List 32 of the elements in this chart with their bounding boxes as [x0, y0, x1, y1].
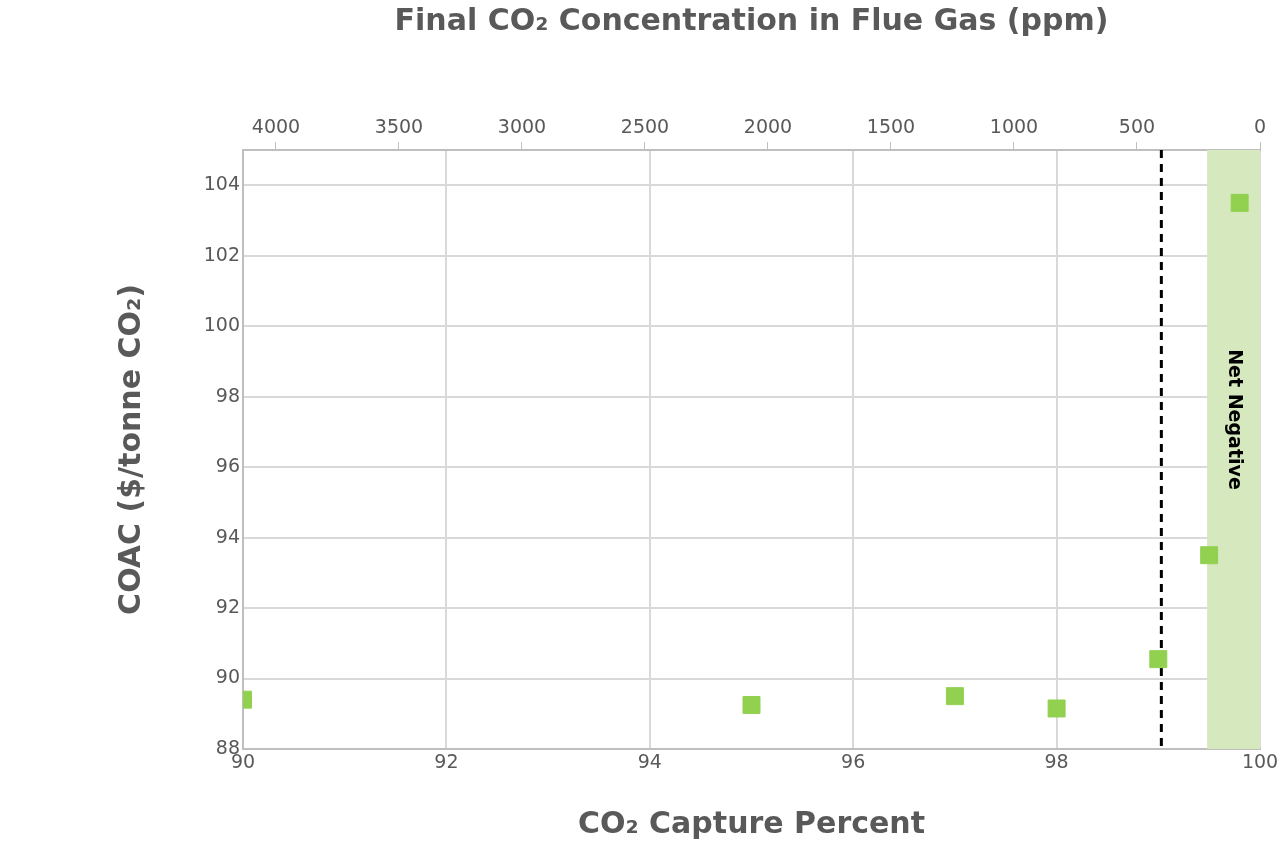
y-axis-title: COAC ($/tonne CO₂): [111, 284, 147, 615]
point: [742, 695, 761, 714]
y-tick-label: 102: [203, 242, 240, 265]
x2-tick-label: 2000: [743, 114, 793, 137]
point: [1230, 193, 1249, 212]
x2-tick-label: 3000: [497, 114, 547, 137]
y-tick-label: 96: [215, 454, 240, 477]
x2-tick-label: 3500: [374, 114, 424, 137]
point: [1200, 546, 1219, 565]
x-tick-label: 92: [434, 750, 459, 773]
y-tick-label: 90: [215, 665, 240, 688]
x2-tick-label: 4000: [251, 114, 301, 137]
x-tick-label: 98: [1044, 750, 1069, 773]
x2-axis-title: Final CO₂ Concentration in Flue Gas (ppm): [394, 1, 1109, 37]
y-tick-label: 94: [215, 524, 240, 547]
band-label: Net Negative: [1224, 349, 1247, 490]
y-tick-label: 100: [203, 313, 240, 336]
x-tick-label: 100: [1241, 750, 1279, 773]
x2-tick-label: 1000: [989, 114, 1039, 137]
x-tick-label: 96: [841, 750, 866, 773]
x-tick-label: 94: [637, 750, 662, 773]
x2-tick-label: 500: [1118, 114, 1156, 137]
y-tick-label: 98: [215, 383, 240, 406]
x2-tick-label: 0: [1253, 114, 1267, 137]
point: [945, 687, 964, 706]
y-tick-label: 92: [215, 595, 240, 617]
x2-tick-label: 1500: [866, 114, 916, 137]
x-axis-title: CO₂ Capture Percent: [577, 804, 926, 840]
point: [1047, 699, 1066, 718]
point: [1149, 650, 1168, 669]
x2-tick-label: 2500: [620, 114, 670, 137]
y-tick-label: 104: [203, 172, 240, 195]
